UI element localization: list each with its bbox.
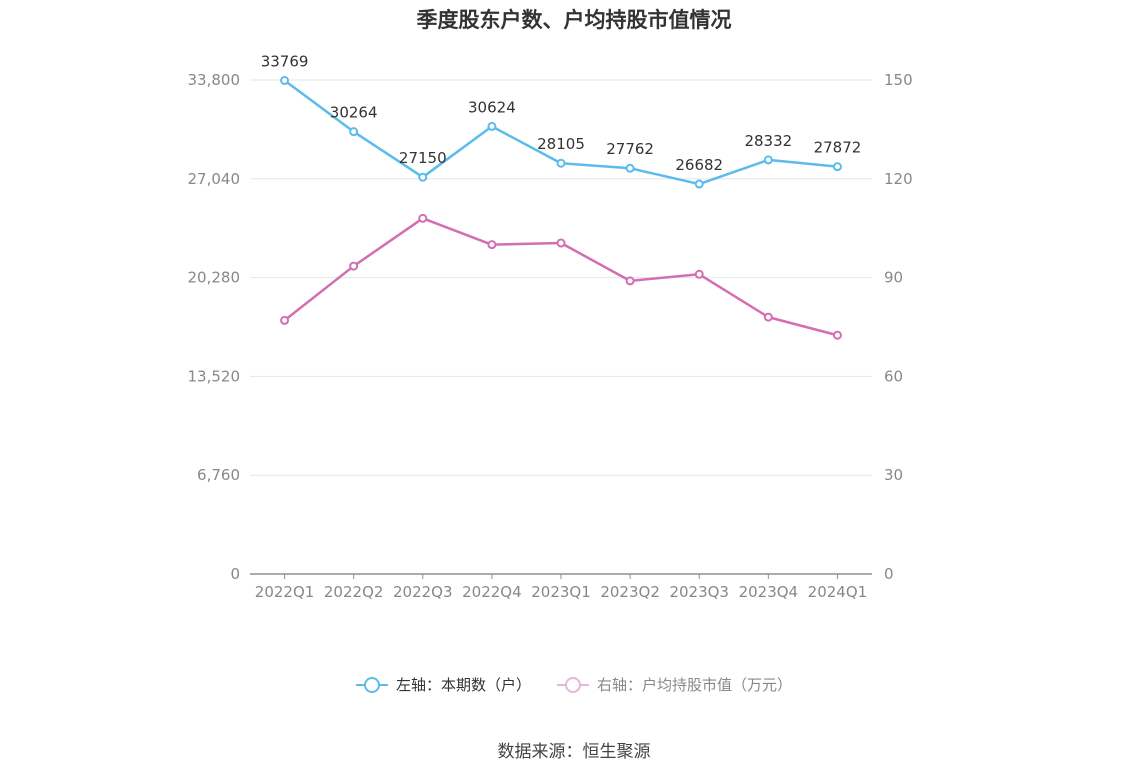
right-series-point [763,312,773,322]
data-label: 33769 [261,52,309,70]
left-tick-label: 20,280 [188,269,241,287]
right-series-point [694,269,704,279]
data-label: 27872 [814,139,862,157]
left-series-point [280,75,290,85]
legend-item-left-series[interactable]: 左轴：本期数（户） [355,674,531,695]
left-tick-label: 0 [230,565,240,583]
left-series-point [349,127,359,137]
right-series-point [280,315,290,325]
left-tick-label: 13,520 [188,367,241,385]
data-labels: 33769 30264 27150 30624 28105 27762 26682 28332… [261,52,862,174]
x-tick-label: 2022Q3 [393,583,453,601]
x-tick-label: 2023Q2 [600,583,660,601]
left-series-point [694,179,704,189]
right-tick-label: 0 [884,565,894,583]
x-tick-label: 2022Q2 [324,583,384,601]
right-tick-label: 60 [884,367,903,385]
legend-item-right-series[interactable]: 右轴：户均持股市值（万元） [557,674,792,695]
right-tick-label: 150 [884,71,913,89]
data-label: 27150 [399,149,447,167]
data-label: 27762 [606,140,654,158]
left-tick-label: 27,040 [188,170,241,188]
legend-right-series-label: 右轴：户均持股市值（万元） [597,676,793,694]
legend-left-series-label: 左轴：本期数（户） [395,676,531,694]
left-series-point [763,155,773,165]
left-tick-label: 6,760 [197,466,240,484]
x-tick-label: 2024Q1 [808,583,868,601]
legend-right-series-swatch [557,675,589,695]
right-series-point [418,213,428,223]
data-label: 28332 [744,132,792,150]
right-series-point [625,276,635,286]
left-series-point [625,163,635,173]
right-series-point [832,330,842,340]
x-tick-label: 2023Q3 [669,583,729,601]
legend: 左轴：本期数（户） 右轴：户均持股市值（万元） [0,674,1148,695]
right-series-point [487,240,497,250]
series [280,75,842,340]
left-tick-label: 33,800 [188,71,241,89]
data-label: 28105 [537,135,585,153]
left-series-point [556,158,566,168]
right-tick-label: 30 [884,466,903,484]
right-tick-label: 120 [884,170,913,188]
right-series-point [349,261,359,271]
data-source: 数据来源：恒生聚源 [497,742,651,762]
chart-title: 季度股东户数、户均持股市值情况 [416,8,732,32]
x-tick-label: 2022Q4 [462,583,522,601]
data-label: 30264 [330,104,378,122]
right-series-line [283,217,838,337]
right-tick-label: 90 [884,269,903,287]
left-series-point [418,172,428,182]
data-label: 30624 [468,98,516,116]
x-tick-label: 2022Q1 [255,583,315,601]
legend-left-series-swatch [355,675,388,695]
x-tick-label: 2023Q1 [531,583,591,601]
axes: 0 0 6,760 30 13,520 60 20,280 90 27,040 120 33,800… [188,71,913,601]
left-series-point [487,121,497,131]
left-series-point [832,162,842,172]
x-tick-label: 2023Q4 [739,583,799,601]
grid-lines [250,79,872,476]
data-label: 26682 [675,156,723,174]
right-series-point [556,238,566,248]
